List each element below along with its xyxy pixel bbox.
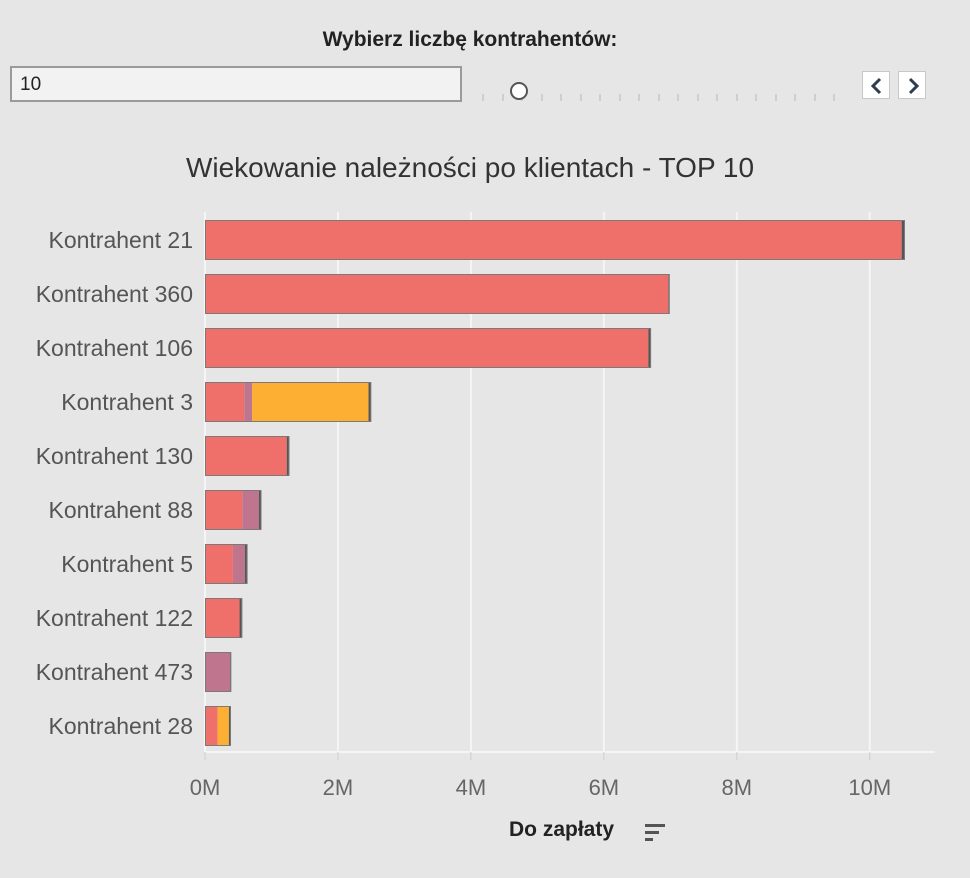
bar-segment xyxy=(258,490,262,530)
bar-segment xyxy=(205,274,669,314)
slider-tick xyxy=(657,94,660,101)
category-label: Kontrahent 88 xyxy=(48,497,193,523)
slider-tick xyxy=(618,94,621,101)
x-axis-label: Do zapłaty xyxy=(509,818,615,841)
category-label: Kontrahent 28 xyxy=(48,713,193,739)
slider-tick xyxy=(560,94,562,101)
slider-tick xyxy=(482,94,484,101)
bar-outline xyxy=(205,706,231,746)
slider-tick xyxy=(501,94,504,101)
slider-tick xyxy=(813,94,816,101)
parameter-slider[interactable] xyxy=(478,80,848,102)
bar-segment xyxy=(205,328,649,368)
slider-tick xyxy=(696,94,699,101)
category-label: Kontrahent 360 xyxy=(36,281,193,307)
bar-segment xyxy=(205,382,245,422)
parameter-value-input[interactable]: 10 xyxy=(10,66,462,102)
category-label: Kontrahent 130 xyxy=(36,443,193,469)
slider-tick xyxy=(579,94,582,101)
bar-outline xyxy=(205,652,231,692)
bar-segment xyxy=(205,598,240,638)
bar-segment xyxy=(232,544,245,584)
x-tick-label: 10M xyxy=(848,775,891,800)
bar-outline xyxy=(205,544,248,584)
slider-tick xyxy=(774,94,777,101)
bar-outline xyxy=(205,328,652,368)
bar-segment xyxy=(205,436,287,476)
slider-tick xyxy=(755,94,757,101)
bar-segment xyxy=(252,382,369,422)
x-tick-label: 4M xyxy=(456,775,487,800)
bar-outline xyxy=(205,220,905,260)
category-label: Kontrahent 106 xyxy=(36,335,193,361)
bar-outline xyxy=(205,274,670,314)
slider-tick xyxy=(599,94,601,101)
bar-segment xyxy=(648,328,652,368)
bar-outline xyxy=(205,490,262,530)
slider-tick xyxy=(638,94,640,101)
bar-segment xyxy=(205,220,902,260)
previous-button[interactable] xyxy=(862,71,890,99)
bar-segment xyxy=(242,490,259,530)
bar-segment xyxy=(217,706,229,746)
bar-outline xyxy=(205,436,290,476)
chart-title: Wiekowanie należności po klientach - TOP… xyxy=(185,152,755,183)
chevron-left-icon xyxy=(870,77,882,95)
x-tick-label: 8M xyxy=(722,775,753,800)
x-tick-label: 6M xyxy=(589,775,620,800)
slider-tick xyxy=(677,94,679,101)
slider-tick xyxy=(735,94,738,101)
bar-outline xyxy=(205,382,372,422)
x-tick-label: 0M xyxy=(190,775,221,800)
category-label: Kontrahent 21 xyxy=(48,227,193,253)
bar-segment xyxy=(205,652,231,692)
bar-segment xyxy=(205,490,243,530)
bar-segment xyxy=(244,382,253,422)
bar-outline xyxy=(205,598,243,638)
slider-tick xyxy=(833,94,835,101)
bar-segment xyxy=(239,598,243,638)
slider-thumb[interactable] xyxy=(510,82,528,100)
category-label: Kontrahent 473 xyxy=(36,659,193,685)
category-label: Kontrahent 5 xyxy=(61,551,193,577)
chevron-right-icon xyxy=(908,77,920,95)
category-label: Kontrahent 3 xyxy=(61,389,193,415)
bar-segment xyxy=(286,436,290,476)
bar-segment xyxy=(901,220,905,260)
x-tick-label: 2M xyxy=(323,775,354,800)
bar-segment xyxy=(205,544,233,584)
slider-tick xyxy=(540,94,543,101)
bar-segment xyxy=(368,382,372,422)
slider-tick xyxy=(794,94,796,101)
slider-tick xyxy=(716,94,718,101)
bar-segment xyxy=(244,544,248,584)
parameter-title: Wybierz liczbę kontrahentów: xyxy=(322,28,618,51)
bar-segment xyxy=(205,706,218,746)
next-button[interactable] xyxy=(898,71,926,99)
category-label: Kontrahent 122 xyxy=(36,605,193,631)
sort-descending-icon[interactable] xyxy=(645,822,667,844)
